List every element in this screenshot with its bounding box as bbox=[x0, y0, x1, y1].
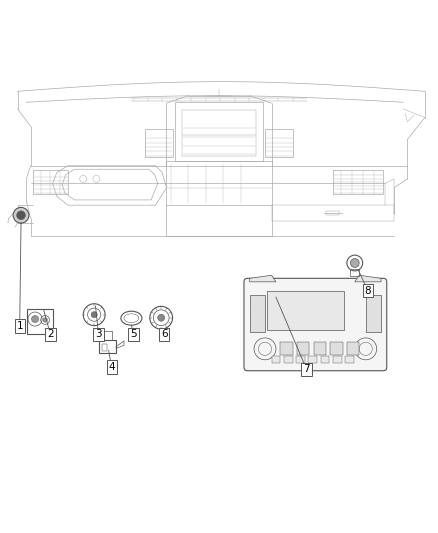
Bar bbox=[182, 110, 256, 156]
Bar bbox=[272, 356, 280, 363]
Bar bbox=[333, 170, 383, 194]
Text: 3: 3 bbox=[95, 329, 102, 340]
Circle shape bbox=[158, 314, 165, 321]
Bar bbox=[326, 211, 339, 215]
Bar bbox=[297, 342, 309, 355]
Circle shape bbox=[91, 312, 97, 318]
Bar bbox=[280, 342, 293, 355]
Bar bbox=[175, 102, 263, 161]
Bar bbox=[33, 170, 68, 194]
Bar bbox=[145, 128, 173, 157]
Bar bbox=[27, 310, 53, 334]
Bar bbox=[267, 290, 344, 330]
Circle shape bbox=[17, 211, 25, 220]
Bar bbox=[99, 340, 116, 353]
Circle shape bbox=[350, 259, 359, 268]
Bar bbox=[333, 356, 342, 363]
Bar bbox=[308, 356, 317, 363]
Bar bbox=[345, 356, 354, 363]
Bar bbox=[284, 356, 293, 363]
Bar bbox=[366, 295, 381, 332]
Polygon shape bbox=[355, 275, 381, 282]
Text: 7: 7 bbox=[303, 365, 310, 374]
Text: 6: 6 bbox=[161, 329, 168, 340]
Bar bbox=[166, 161, 272, 205]
Bar bbox=[314, 342, 326, 355]
Bar bbox=[347, 342, 359, 355]
Circle shape bbox=[13, 207, 29, 223]
Bar bbox=[102, 344, 107, 351]
Bar bbox=[265, 128, 293, 157]
Bar bbox=[330, 342, 343, 355]
Bar bbox=[321, 356, 329, 363]
Text: 1: 1 bbox=[16, 321, 23, 330]
Circle shape bbox=[32, 316, 39, 322]
Bar bbox=[104, 331, 112, 340]
Bar bbox=[350, 269, 359, 276]
Text: 4: 4 bbox=[108, 362, 115, 372]
Bar bbox=[296, 356, 305, 363]
Text: 2: 2 bbox=[47, 329, 54, 340]
Polygon shape bbox=[250, 275, 276, 282]
Circle shape bbox=[43, 318, 47, 322]
Bar bbox=[250, 295, 265, 332]
Text: 5: 5 bbox=[130, 329, 137, 340]
FancyBboxPatch shape bbox=[244, 278, 387, 371]
Text: 8: 8 bbox=[364, 286, 371, 296]
